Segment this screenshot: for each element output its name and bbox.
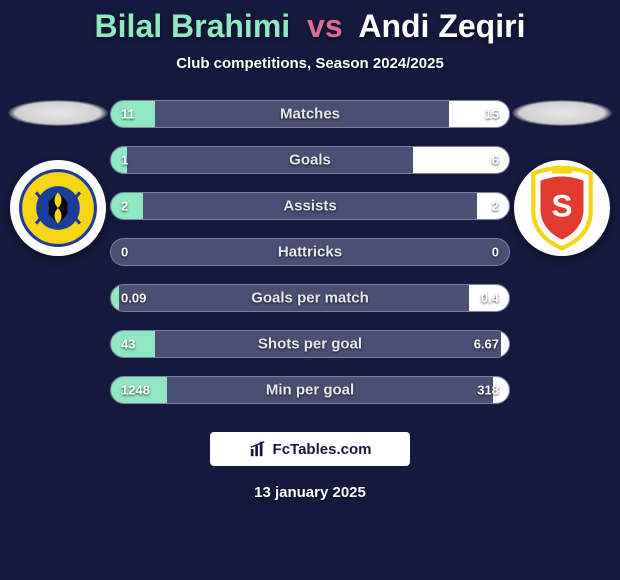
bar-label: Goals (111, 152, 509, 169)
stat-bar-row: 00Hattricks (110, 238, 510, 266)
stat-bar-row: 1248318Min per goal (110, 376, 510, 404)
stat-bar-row: 436.67Shots per goal (110, 330, 510, 358)
stat-bar-row: 22Assists (110, 192, 510, 220)
crest-shadow-left (8, 100, 108, 126)
vs-label: vs (307, 8, 343, 44)
bar-label: Assists (111, 198, 509, 215)
stat-bar-row: 1115Matches (110, 100, 510, 128)
bar-label: Matches (111, 106, 509, 123)
stvv-crest-icon (19, 169, 97, 247)
stat-bar-list: 1115Matches 16Goals 22Assists 00Hattricks 0.… (110, 100, 510, 404)
comparison-title: Bilal Brahimi vs Andi Zeqiri (0, 0, 620, 45)
bar-label: Shots per goal (111, 336, 509, 353)
season-subtitle: Club competitions, Season 2024/2025 (0, 55, 620, 72)
club-crest-right: S (514, 160, 610, 256)
bar-label: Min per goal (111, 382, 509, 399)
bar-label: Goals per match (111, 290, 509, 307)
bars-icon (249, 440, 267, 458)
brand-text: FcTables.com (273, 441, 372, 458)
club-crest-left (10, 160, 106, 256)
standard-crest-icon: S (526, 165, 598, 251)
stat-bar-row: 16Goals (110, 146, 510, 174)
player1-name: Bilal Brahimi (95, 8, 291, 44)
bar-label: Hattricks (111, 244, 509, 261)
crest-shadow-right (512, 100, 612, 126)
comparison-arena: S 1115Matches 16Goals 22Assists 00Hattricks… (0, 100, 620, 404)
stat-bar-row: 0.090.4Goals per match (110, 284, 510, 312)
footer-date: 13 january 2025 (0, 484, 620, 501)
svg-text:S: S (551, 188, 572, 224)
player2-name: Andi Zeqiri (358, 8, 525, 44)
brand-badge: FcTables.com (210, 432, 410, 466)
